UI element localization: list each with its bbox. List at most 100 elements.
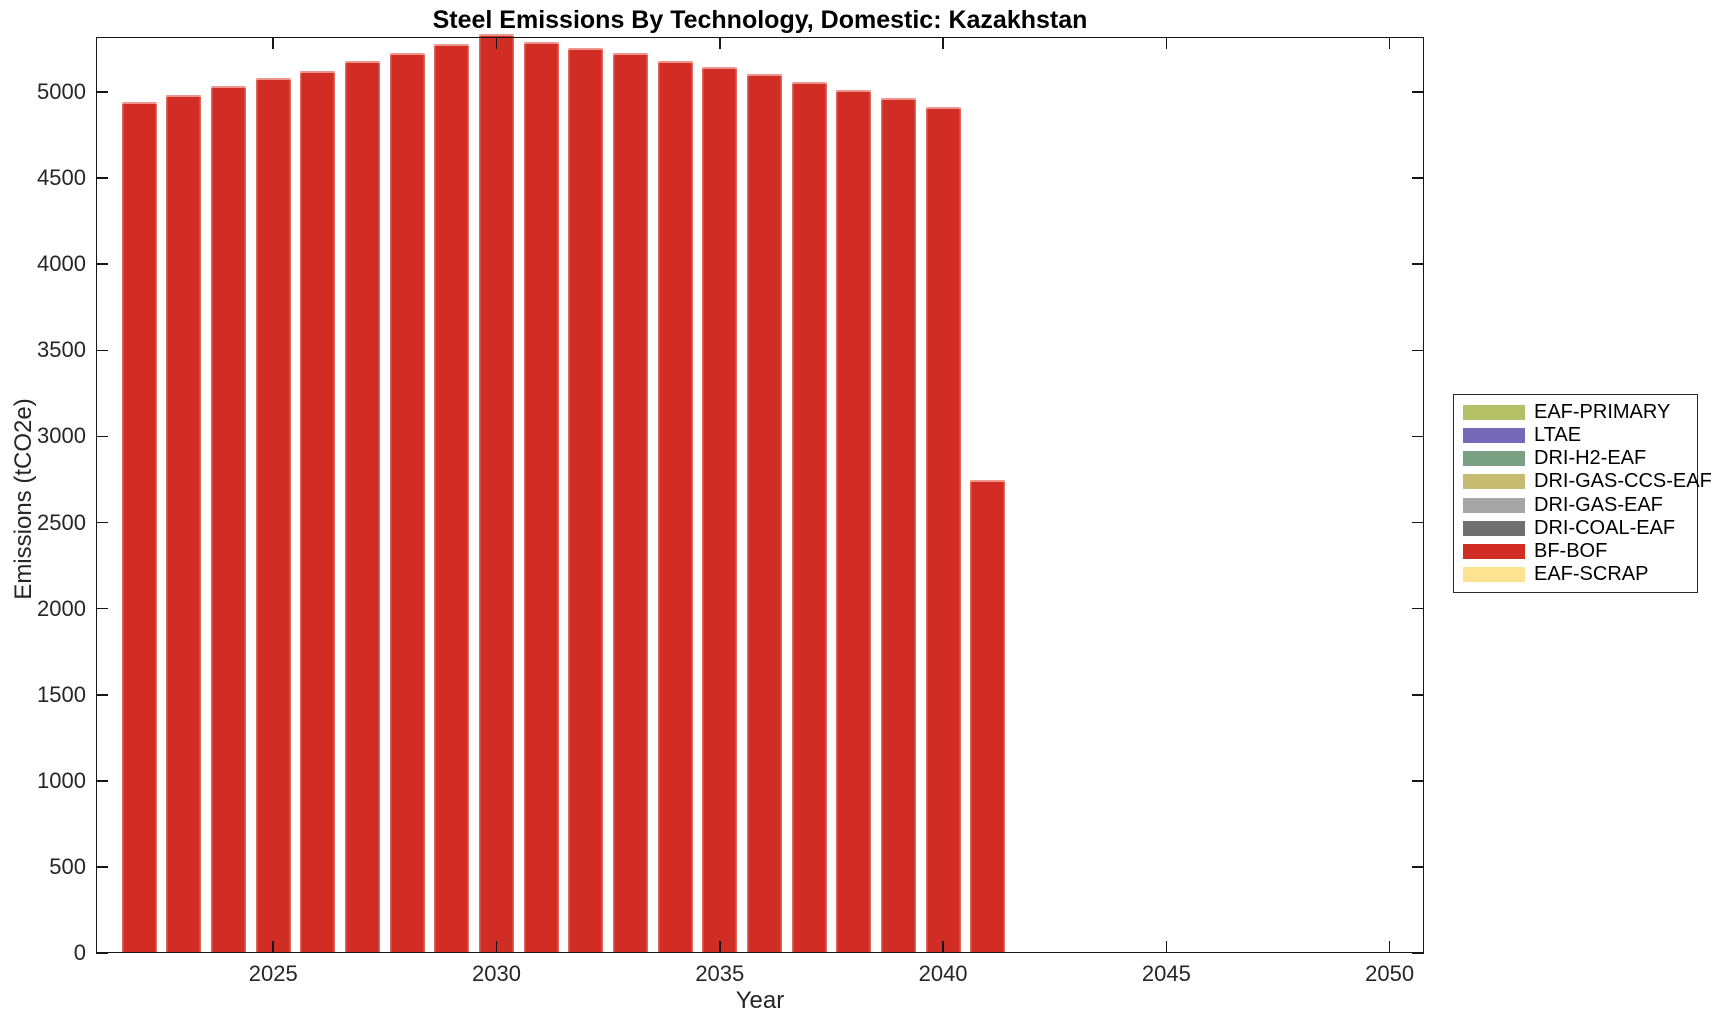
bar-bf-bof-2032: [568, 48, 604, 953]
bar-bf-bof-2034: [657, 61, 693, 953]
y-tick-2500: [96, 521, 108, 524]
legend-label: DRI-H2-EAF: [1534, 447, 1647, 470]
bar-bf-bof-2030: [479, 34, 515, 953]
y-axis-label: Emissions (tCO2e): [10, 398, 37, 600]
y-tick-right-2000: [1412, 607, 1424, 610]
y-tick-label-3000: 3000: [37, 423, 86, 449]
bar-bf-bof-2041: [970, 479, 1006, 953]
y-tick-label-0: 0: [73, 940, 86, 965]
chart-title: Steel Emissions By Technology, Domestic:…: [432, 6, 1088, 34]
y-tick-0: [96, 952, 108, 954]
x-tick-top-2050: [1388, 37, 1391, 49]
y-tick-label-1500: 1500: [37, 681, 86, 707]
y-tick-label-5000: 5000: [37, 79, 86, 105]
y-tick-1500: [96, 693, 108, 696]
y-tick-4000: [96, 263, 108, 266]
y-tick-5000: [96, 91, 108, 93]
x-tick-2050: [1388, 941, 1391, 953]
y-tick-right-5000: [1412, 91, 1424, 93]
bar-bf-bof-2026: [300, 70, 336, 953]
x-tick-label-2030: 2030: [472, 961, 521, 986]
legend-item-bf-bof: BF-BOF: [1463, 540, 1697, 563]
legend-label: DRI-COAL-EAF: [1534, 516, 1676, 539]
legend-swatch-ltae: [1463, 428, 1525, 444]
y-tick-label-2500: 2500: [37, 509, 86, 535]
legend-swatch-dri-gas-eaf: [1463, 497, 1525, 513]
bar-bf-bof-2025: [255, 78, 291, 953]
bar-bf-bof-2024: [211, 86, 247, 953]
y-tick-right-0: [1412, 952, 1424, 954]
x-axis-label: Year: [735, 987, 785, 1014]
bar-bf-bof-2039: [880, 98, 916, 953]
x-tick-2045: [1165, 941, 1168, 953]
y-tick-label-4000: 4000: [37, 251, 86, 277]
bar-bf-bof-2029: [434, 43, 470, 953]
x-tick-label-2025: 2025: [248, 961, 298, 986]
x-tick-2040: [942, 941, 944, 953]
bar-bf-bof-2027: [345, 61, 381, 953]
x-tick-2030: [495, 941, 498, 953]
y-tick-label-4500: 4500: [37, 165, 86, 191]
x-tick-label-2045: 2045: [1141, 961, 1191, 986]
y-tick-right-3500: [1412, 349, 1424, 352]
bar-bf-bof-2037: [791, 81, 827, 953]
legend-item-dri-gas-eaf: DRI-GAS-EAF: [1463, 494, 1697, 517]
y-tick-right-4500: [1412, 177, 1424, 179]
bar-bf-bof-2028: [389, 52, 425, 953]
bar-bf-bof-2033: [613, 53, 648, 953]
legend-label: BF-BOF: [1534, 539, 1608, 562]
y-tick-right-1500: [1412, 693, 1424, 696]
y-tick-label-3500: 3500: [37, 337, 86, 363]
legend-label: DRI-GAS-EAF: [1534, 493, 1663, 516]
plot-area: [96, 34, 1424, 954]
y-tick-2000: [96, 607, 108, 610]
x-tick-label-2040: 2040: [918, 961, 968, 986]
legend-swatch-eaf-primary: [1463, 405, 1525, 421]
y-tick-label-2000: 2000: [37, 595, 86, 621]
bar-bf-bof-2031: [523, 42, 559, 953]
x-tick-label-2035: 2035: [695, 961, 745, 986]
y-tick-1000: [96, 780, 108, 782]
legend-label: LTAE: [1534, 424, 1582, 447]
y-tick-3500: [96, 349, 108, 352]
x-tick-2025: [272, 941, 275, 953]
legend-label: EAF-PRIMARY: [1534, 401, 1671, 424]
y-tick-right-1000: [1412, 780, 1424, 782]
legend-item-dri-coal-eaf: DRI-COAL-EAF: [1463, 517, 1697, 540]
y-tick-500: [96, 866, 108, 868]
x-tick-top-2045: [1165, 37, 1168, 49]
x-tick-top-2030: [495, 37, 498, 49]
legend-label: DRI-GAS-CCS-EAF: [1534, 470, 1712, 493]
x-tick-top-2025: [272, 37, 275, 49]
legend-swatch-dri-gas-ccs-eaf: [1463, 474, 1525, 490]
legend-item-eaf-scrap: EAF-SCRAP: [1463, 563, 1697, 586]
legend-swatch-bf-bof: [1463, 543, 1525, 559]
legend-item-dri-h2-eaf: DRI-H2-EAF: [1463, 447, 1697, 470]
y-tick-right-3000: [1412, 435, 1424, 438]
bar-bf-bof-2040: [925, 106, 961, 953]
y-tick-label-500: 500: [49, 853, 86, 879]
bar-bf-bof-2036: [746, 74, 782, 953]
y-tick-right-500: [1412, 866, 1424, 868]
legend-item-eaf-primary: EAF-PRIMARY: [1463, 401, 1697, 424]
bar-bf-bof-2022: [121, 102, 157, 953]
bar-bf-bof-2023: [166, 94, 202, 953]
y-tick-4500: [96, 177, 108, 179]
y-tick-right-4000: [1412, 263, 1424, 266]
y-tick-right-2500: [1412, 521, 1424, 524]
bar-bf-bof-2035: [702, 67, 738, 953]
legend: EAF-PRIMARY LTAE DRI-H2-EAF DRI-GAS-CCS-EAF…: [1453, 394, 1712, 593]
y-tick-label-1000: 1000: [37, 767, 86, 793]
legend-swatch-dri-h2-eaf: [1463, 451, 1525, 467]
x-tick-top-2035: [719, 37, 721, 49]
x-tick-top-2040: [942, 37, 944, 49]
y-tick-3000: [96, 435, 108, 438]
bar-bf-bof-2038: [836, 90, 872, 953]
legend-item-dri-gas-ccs-eaf: DRI-GAS-CCS-EAF: [1463, 470, 1712, 493]
x-tick-2035: [719, 941, 721, 953]
legend-label: EAF-SCRAP: [1534, 562, 1649, 585]
x-tick-label-2050: 2050: [1365, 961, 1415, 986]
legend-item-ltae: LTAE: [1463, 424, 1697, 447]
legend-swatch-dri-coal-eaf: [1463, 520, 1525, 536]
